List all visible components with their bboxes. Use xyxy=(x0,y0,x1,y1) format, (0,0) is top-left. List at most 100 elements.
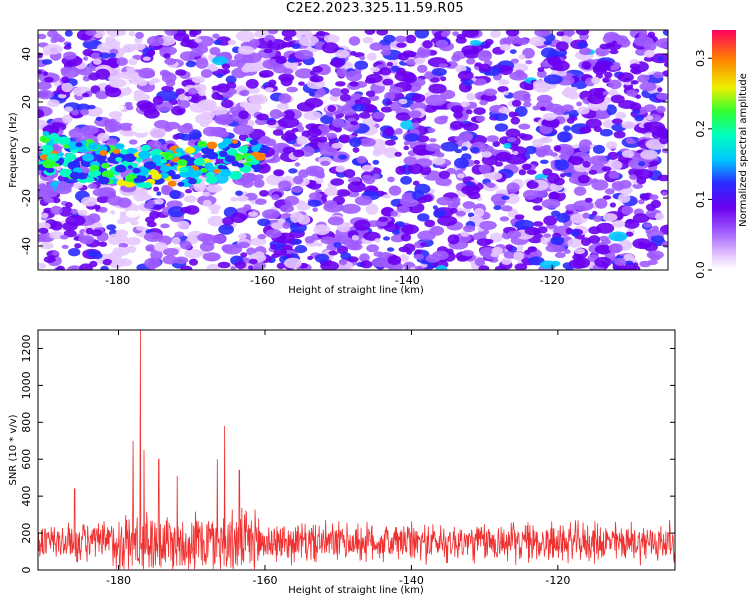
heatmap-cell xyxy=(579,47,592,56)
heatmap-cell xyxy=(88,183,97,189)
heatmap-cell xyxy=(245,78,259,89)
heatmap-signal-cell xyxy=(112,148,121,154)
heatmap-cell xyxy=(552,60,570,72)
heatmap-cell xyxy=(645,228,653,234)
heatmap-cell xyxy=(610,64,620,70)
heatmap-cell xyxy=(41,212,49,219)
heatmap-cell xyxy=(557,131,572,143)
heatmap-cell xyxy=(98,241,108,247)
heatmap-cell xyxy=(400,233,412,242)
heatmap-cell xyxy=(38,89,54,100)
heatmap-signal-cell xyxy=(197,140,207,147)
heatmap-cell xyxy=(336,68,348,78)
heatmap-cell xyxy=(238,110,249,120)
heatmap-cell xyxy=(347,190,360,198)
heatmap-cell xyxy=(313,224,331,236)
heatmap-cell xyxy=(536,94,553,103)
heatmap-cell xyxy=(537,226,548,234)
heatmap-cell xyxy=(178,100,191,109)
heatmap-cell xyxy=(221,63,230,70)
heatmap-cell xyxy=(450,200,460,208)
heatmap-cell xyxy=(483,88,498,97)
heatmap-cell xyxy=(489,232,503,243)
heatmap-cell xyxy=(369,42,384,51)
heatmap-cell xyxy=(592,210,598,216)
heatmap-signal-cell xyxy=(151,172,162,180)
heatmap-cell xyxy=(394,151,402,157)
heatmap-cell xyxy=(250,237,267,246)
heatmap-cell xyxy=(352,147,360,153)
heatmap-cell xyxy=(130,220,139,226)
heatmap-cell xyxy=(298,169,309,179)
heatmap-signal-cell xyxy=(220,169,232,177)
heatmap-cell xyxy=(107,58,117,66)
heatmap-cell xyxy=(257,233,267,240)
heatmap-signal-cell xyxy=(49,132,59,140)
heatmap-cell xyxy=(272,129,284,136)
heatmap-cell xyxy=(110,210,116,215)
heatmap-signal-cell xyxy=(92,170,102,177)
heatmap-signal-cell xyxy=(251,145,261,152)
heatmap-cell xyxy=(542,168,553,176)
heatmap-cell xyxy=(254,174,264,180)
heatmap-cell xyxy=(211,234,226,244)
heatmap-cell xyxy=(307,255,313,261)
heatmap-cell xyxy=(87,104,96,110)
heatmap-cell xyxy=(288,168,298,174)
heatmap-cell xyxy=(403,145,410,151)
heatmap-signal-cell xyxy=(99,150,108,156)
heatmap-cell xyxy=(277,102,289,110)
heatmap-cell xyxy=(136,188,148,196)
heatmap-ticks: -180 -160 -140 -120 -40 -20 0 20 40 xyxy=(20,30,668,287)
heatmap-cell xyxy=(456,173,465,179)
heatmap-signal-cell xyxy=(249,139,259,146)
heatmap-cell xyxy=(175,88,185,95)
heatmap-cell xyxy=(221,99,234,109)
heatmap-signal-cell xyxy=(89,164,100,172)
heatmap-cell xyxy=(591,179,609,191)
heatmap-signal-cell xyxy=(205,175,218,184)
heatmap-cell xyxy=(638,161,646,167)
heatmap-cell xyxy=(657,56,664,62)
heatmap-cell xyxy=(455,36,467,44)
heatmap-cell xyxy=(429,138,437,143)
heatmap-cell xyxy=(38,222,51,230)
heatmap-cell xyxy=(501,205,513,212)
heatmap-cell xyxy=(608,171,620,180)
heatmap-signal-cell xyxy=(185,146,196,154)
heatmap-cell xyxy=(610,94,625,104)
heatmap-cell xyxy=(317,136,328,143)
heatmap-cell xyxy=(38,233,48,243)
heatmap-cell xyxy=(197,233,212,242)
heatmap-signal-cell xyxy=(98,176,110,185)
heatmap-cell xyxy=(365,203,379,215)
heatmap-cell xyxy=(136,100,153,110)
heatmap-cell xyxy=(206,263,220,270)
heatmap-cell xyxy=(115,232,123,237)
heatmap-cell xyxy=(485,38,494,46)
heatmap-cell xyxy=(554,252,566,259)
heatmap-cell xyxy=(108,78,127,88)
heatmap-cell xyxy=(319,146,338,157)
heatmap-cell xyxy=(210,209,219,215)
heatmap-cell xyxy=(164,58,177,65)
heatmap-signal-cell xyxy=(206,151,219,160)
heatmap-cell xyxy=(128,139,138,145)
heatmap-cell xyxy=(577,174,590,184)
heatmap-cell xyxy=(475,115,486,122)
heatmap-cell xyxy=(205,115,213,121)
colorbar-tick-label: 0.0 xyxy=(694,261,707,279)
heatmap-cell xyxy=(307,127,322,137)
heatmap-cell xyxy=(556,212,571,223)
heatmap-cell xyxy=(650,160,659,167)
heatmap-cell xyxy=(211,56,229,66)
heatmap-cell xyxy=(503,142,512,149)
heatmap-cell xyxy=(350,51,357,56)
heatmap-signal-cell xyxy=(115,143,125,150)
heatmap-cell xyxy=(338,134,350,144)
heatmap-cell xyxy=(640,193,651,201)
heatmap-cell xyxy=(65,202,73,208)
heatmap-signal-cell xyxy=(142,182,152,189)
heatmap-cell xyxy=(359,55,366,61)
heatmap-cell xyxy=(650,235,665,243)
